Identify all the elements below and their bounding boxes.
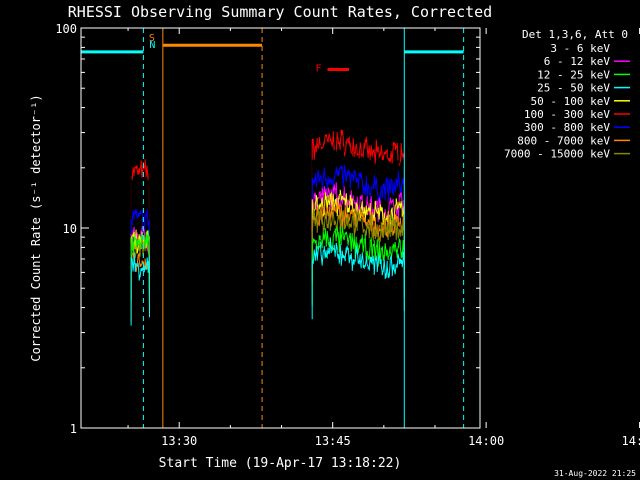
legend-entry-label: 12 - 25 keV — [537, 68, 610, 81]
series-trace-300to800keV — [130, 208, 150, 280]
y-tick-label: 1 — [70, 422, 77, 436]
series-trace-12to25keV — [130, 230, 150, 303]
series-trace-3to6keV — [130, 174, 150, 248]
series-trace-25to50keV — [130, 252, 150, 326]
footer-timestamp: 31-Aug-2022 21:25 — [554, 469, 636, 478]
y-tick-label: 100 — [55, 22, 77, 36]
flag-S-label: S — [149, 33, 155, 44]
y-axis-ticks: 1 10 100 — [55, 22, 480, 436]
legend-entry-label: 800 - 7000 keV — [517, 134, 610, 147]
series-trace-300to800keV — [311, 164, 405, 243]
plot-frame — [80, 27, 481, 429]
x-tick-label: 14:00 — [468, 434, 504, 448]
series-trace-3to6keV — [311, 145, 405, 224]
y-tick-label: 10 — [63, 222, 77, 236]
series-trace-12to25keV — [311, 226, 405, 306]
legend-entry-label: 7000 - 15000 keV — [504, 148, 610, 161]
annotations: NS F — [80, 28, 465, 428]
series-trace-7000to15000keV — [311, 205, 405, 284]
x-tick-label: 14:15 — [622, 434, 640, 448]
legend-entry-label: 3 - 6 keV — [550, 42, 610, 55]
series-trace-100to300keV — [130, 159, 150, 233]
series-trace-100to300keV — [311, 129, 405, 209]
legend-entry-label: 100 - 300 keV — [524, 108, 610, 121]
data-traces — [130, 129, 405, 326]
legend-entry-label: 6 - 12 keV — [544, 55, 611, 68]
flag-F-label: F — [316, 64, 322, 75]
legend-header: Det 1,3,6, Att 0 — [522, 28, 628, 41]
x-tick-label: 13:30 — [161, 434, 197, 448]
series-trace-25to50keV — [311, 238, 405, 320]
x-tick-label: 13:45 — [315, 434, 351, 448]
legend-entry-label: 50 - 100 keV — [531, 95, 611, 108]
y-axis-label: Corrected Count Rate (s⁻¹ detector⁻¹) — [29, 94, 43, 361]
legend-entry-label: 300 - 800 keV — [524, 121, 610, 134]
chart-title: RHESSI Observing Summary Count Rates, Co… — [68, 3, 492, 21]
legend-entry-label: 25 - 50 keV — [537, 82, 610, 95]
flag-N-label: N — [149, 40, 155, 51]
x-axis-label: Start Time (19-Apr-17 13:18:22) — [159, 456, 402, 471]
